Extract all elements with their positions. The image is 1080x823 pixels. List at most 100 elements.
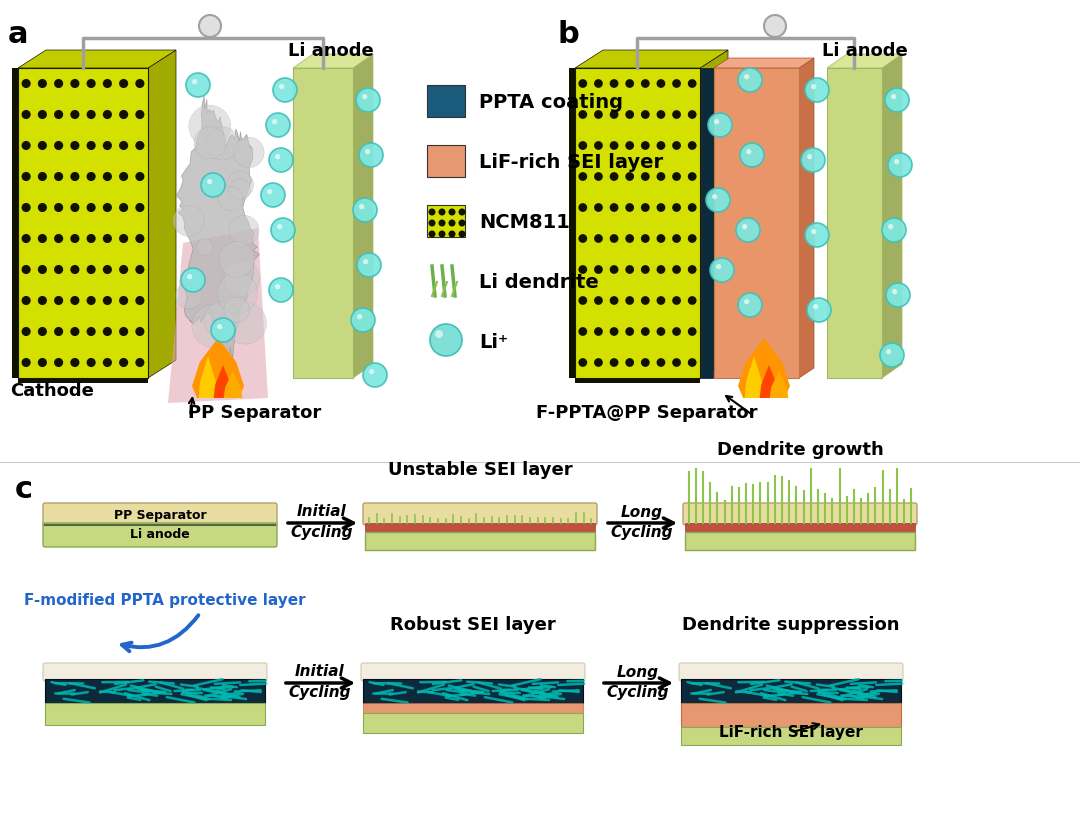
Circle shape xyxy=(181,268,205,292)
Circle shape xyxy=(38,358,46,367)
Circle shape xyxy=(351,308,375,332)
Circle shape xyxy=(625,79,634,88)
Circle shape xyxy=(625,141,634,150)
Circle shape xyxy=(197,239,213,255)
FancyBboxPatch shape xyxy=(679,663,903,681)
Circle shape xyxy=(886,283,910,307)
Circle shape xyxy=(369,369,375,374)
Text: Cathode: Cathode xyxy=(10,382,94,400)
Circle shape xyxy=(267,189,272,194)
Circle shape xyxy=(269,148,293,172)
Circle shape xyxy=(119,203,129,212)
Circle shape xyxy=(448,230,456,238)
Circle shape xyxy=(744,299,750,305)
Text: Cycling: Cycling xyxy=(291,524,353,540)
Circle shape xyxy=(891,94,896,100)
Circle shape xyxy=(359,143,383,167)
Bar xyxy=(575,378,700,383)
Circle shape xyxy=(38,265,46,274)
Text: Dendrite growth: Dendrite growth xyxy=(717,441,883,459)
Circle shape xyxy=(218,186,243,211)
Circle shape xyxy=(22,203,30,212)
Circle shape xyxy=(594,296,603,305)
Polygon shape xyxy=(759,365,779,398)
Circle shape xyxy=(224,261,259,296)
Circle shape xyxy=(189,105,231,147)
Text: Unstable SEI layer: Unstable SEI layer xyxy=(388,461,572,479)
Circle shape xyxy=(194,127,226,159)
Circle shape xyxy=(119,358,129,367)
Circle shape xyxy=(70,79,80,88)
Circle shape xyxy=(625,358,634,367)
Circle shape xyxy=(272,119,278,124)
Circle shape xyxy=(579,327,588,336)
Circle shape xyxy=(657,203,665,212)
Circle shape xyxy=(103,234,112,243)
Circle shape xyxy=(672,296,680,305)
Circle shape xyxy=(359,204,364,209)
Circle shape xyxy=(708,113,732,137)
Circle shape xyxy=(233,137,265,168)
Text: LiF-rich SEI layer: LiF-rich SEI layer xyxy=(480,152,663,171)
Circle shape xyxy=(22,79,30,88)
Circle shape xyxy=(192,305,235,347)
Circle shape xyxy=(86,327,96,336)
Circle shape xyxy=(640,265,650,274)
Circle shape xyxy=(880,343,904,367)
Circle shape xyxy=(135,234,145,243)
Circle shape xyxy=(672,234,680,243)
Text: PPTA coating: PPTA coating xyxy=(480,92,623,111)
Circle shape xyxy=(435,330,443,338)
Circle shape xyxy=(276,224,282,230)
Circle shape xyxy=(135,327,145,336)
Circle shape xyxy=(70,265,80,274)
Circle shape xyxy=(625,172,634,181)
Circle shape xyxy=(269,278,293,302)
Circle shape xyxy=(672,327,680,336)
Text: Cycling: Cycling xyxy=(288,685,351,700)
Polygon shape xyxy=(18,50,176,68)
Circle shape xyxy=(610,358,619,367)
Text: Li anode: Li anode xyxy=(288,42,374,60)
Circle shape xyxy=(740,143,764,167)
Circle shape xyxy=(459,220,465,226)
Circle shape xyxy=(119,79,129,88)
Circle shape xyxy=(86,79,96,88)
Circle shape xyxy=(594,79,603,88)
Circle shape xyxy=(594,327,603,336)
Circle shape xyxy=(266,113,291,137)
Circle shape xyxy=(135,296,145,305)
Circle shape xyxy=(86,203,96,212)
Circle shape xyxy=(579,265,588,274)
Circle shape xyxy=(103,172,112,181)
Circle shape xyxy=(22,141,30,150)
Circle shape xyxy=(70,203,80,212)
Bar xyxy=(427,205,465,237)
Circle shape xyxy=(86,141,96,150)
Polygon shape xyxy=(575,50,728,68)
Circle shape xyxy=(176,283,202,309)
Text: Li anode: Li anode xyxy=(130,528,190,542)
Circle shape xyxy=(54,358,63,367)
Circle shape xyxy=(38,110,46,119)
Circle shape xyxy=(119,172,129,181)
Circle shape xyxy=(657,327,665,336)
Circle shape xyxy=(230,179,251,200)
Circle shape xyxy=(882,218,906,242)
FancyBboxPatch shape xyxy=(361,663,585,681)
Bar xyxy=(293,68,353,378)
Circle shape xyxy=(38,327,46,336)
Text: LiF-rich SEI layer: LiF-rich SEI layer xyxy=(719,723,863,740)
Circle shape xyxy=(38,234,46,243)
Circle shape xyxy=(688,203,697,212)
Circle shape xyxy=(746,149,752,154)
Circle shape xyxy=(363,363,387,387)
Circle shape xyxy=(672,203,680,212)
Circle shape xyxy=(224,297,249,323)
Polygon shape xyxy=(293,54,373,68)
Circle shape xyxy=(894,159,900,165)
Circle shape xyxy=(225,303,267,344)
Circle shape xyxy=(429,208,435,216)
Circle shape xyxy=(119,234,129,243)
Circle shape xyxy=(459,208,465,216)
